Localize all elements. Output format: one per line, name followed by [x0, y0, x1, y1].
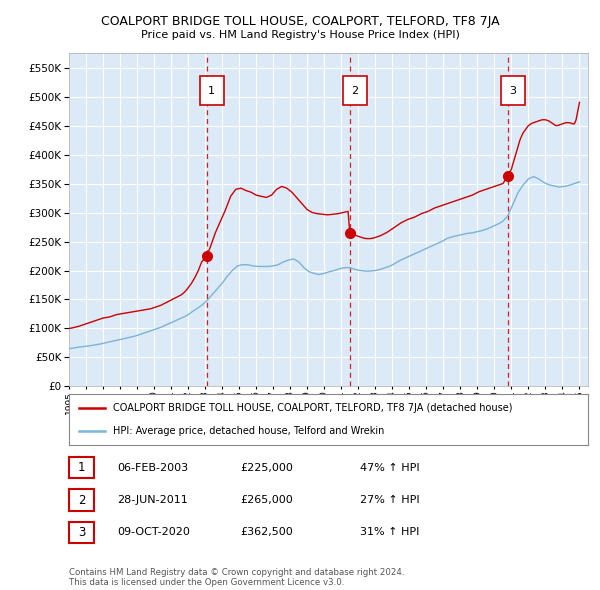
Text: Price paid vs. HM Land Registry's House Price Index (HPI): Price paid vs. HM Land Registry's House … [140, 30, 460, 40]
Text: 2: 2 [352, 86, 358, 96]
Text: Contains HM Land Registry data © Crown copyright and database right 2024.
This d: Contains HM Land Registry data © Crown c… [69, 568, 404, 587]
Text: 47% ↑ HPI: 47% ↑ HPI [360, 463, 419, 473]
Text: 2: 2 [78, 493, 85, 507]
Text: £225,000: £225,000 [240, 463, 293, 473]
Text: 06-FEB-2003: 06-FEB-2003 [117, 463, 188, 473]
Text: 27% ↑ HPI: 27% ↑ HPI [360, 495, 419, 505]
Text: 3: 3 [509, 86, 516, 96]
Text: £362,500: £362,500 [240, 527, 293, 537]
Text: COALPORT BRIDGE TOLL HOUSE, COALPORT, TELFORD, TF8 7JA: COALPORT BRIDGE TOLL HOUSE, COALPORT, TE… [101, 15, 499, 28]
Text: 09-OCT-2020: 09-OCT-2020 [117, 527, 190, 537]
FancyBboxPatch shape [200, 76, 224, 105]
Text: 31% ↑ HPI: 31% ↑ HPI [360, 527, 419, 537]
Text: COALPORT BRIDGE TOLL HOUSE, COALPORT, TELFORD, TF8 7JA (detached house): COALPORT BRIDGE TOLL HOUSE, COALPORT, TE… [113, 403, 512, 413]
Text: 1: 1 [78, 461, 85, 474]
Text: 1: 1 [208, 86, 215, 96]
FancyBboxPatch shape [343, 76, 367, 105]
Text: £265,000: £265,000 [240, 495, 293, 505]
Text: 3: 3 [78, 526, 85, 539]
FancyBboxPatch shape [501, 76, 524, 105]
Text: 28-JUN-2011: 28-JUN-2011 [117, 495, 188, 505]
Text: HPI: Average price, detached house, Telford and Wrekin: HPI: Average price, detached house, Telf… [113, 426, 385, 436]
